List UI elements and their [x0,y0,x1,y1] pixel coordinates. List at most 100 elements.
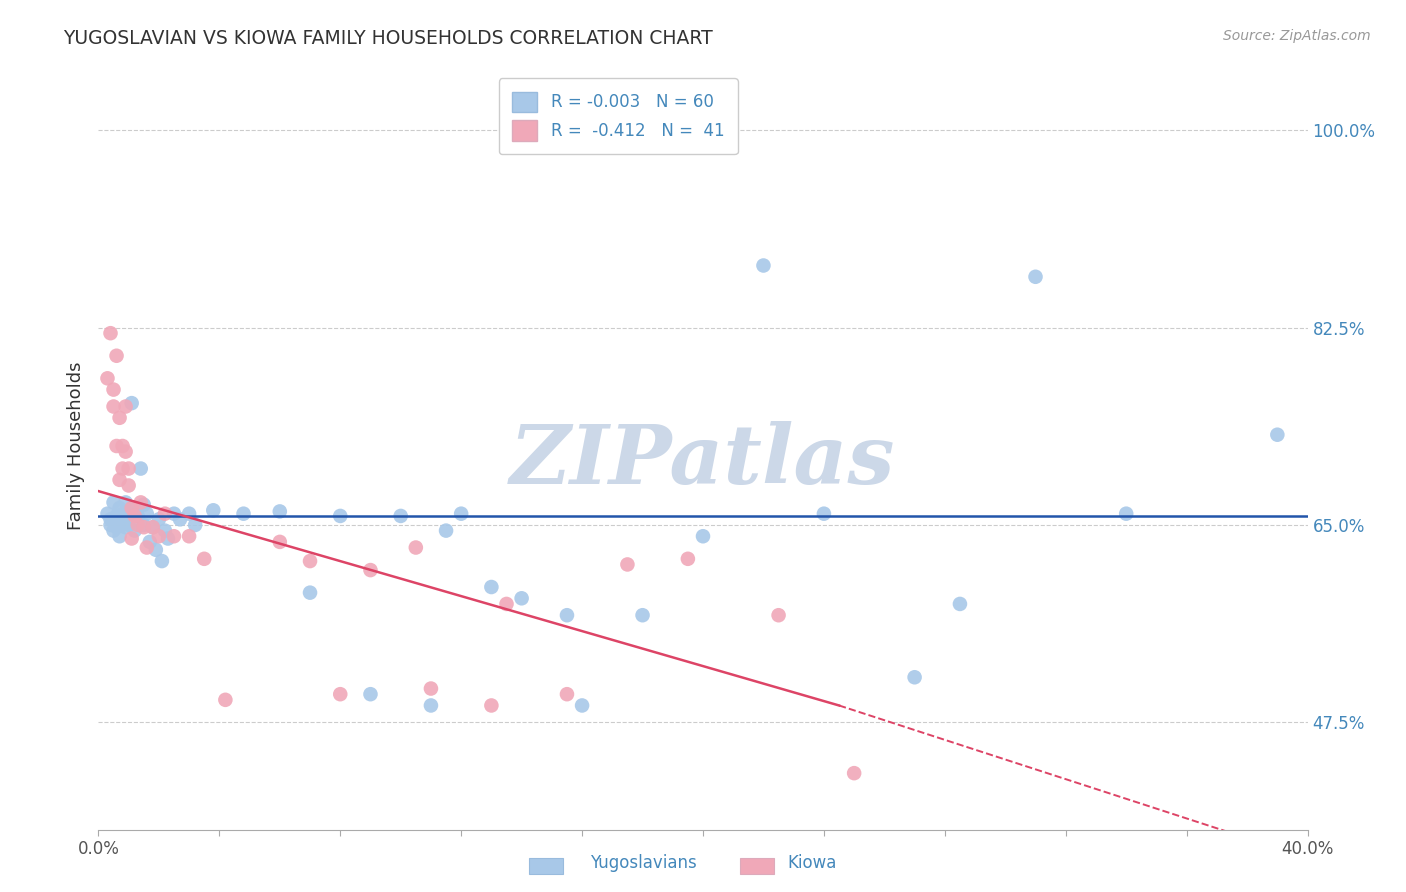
Point [105,508,128,523]
Point [813,507,835,521]
Point [108,529,131,543]
Point [111,512,134,526]
Y-axis label: Family Households: Family Households [66,362,84,530]
Point [103,512,125,526]
Point [135,507,157,521]
Point [135,541,157,555]
Point [103,383,125,397]
Point [616,558,638,572]
Point [360,687,382,701]
Point [631,608,654,623]
Point [163,507,186,521]
Point [124,524,146,538]
Point [329,508,352,523]
Point [148,512,170,526]
Point [111,507,134,521]
Point [124,507,146,521]
Point [153,524,176,538]
Point [103,400,125,414]
Point [129,461,152,475]
Point [114,444,136,458]
Point [420,698,443,713]
Point [111,439,134,453]
Point [121,396,143,410]
Point [108,501,131,516]
Point [214,693,236,707]
Point [142,520,165,534]
Text: Kiowa: Kiowa [787,855,837,872]
Point [121,532,143,546]
Point [510,591,533,606]
Text: YUGOSLAVIAN VS KIOWA FAMILY HOUSEHOLDS CORRELATION CHART: YUGOSLAVIAN VS KIOWA FAMILY HOUSEHOLDS C… [63,29,713,47]
Point [202,503,225,517]
Point [692,529,714,543]
Text: Source: ZipAtlas.com: Source: ZipAtlas.com [1223,29,1371,43]
Point [163,529,186,543]
Point [121,501,143,516]
Point [114,495,136,509]
Point [405,541,427,555]
Point [150,554,173,568]
Legend: R = -0.003   N = 60, R =  -0.412   N =  41: R = -0.003 N = 60, R = -0.412 N = 41 [499,78,738,154]
Point [676,551,699,566]
Point [232,507,254,521]
Point [100,518,122,533]
Point [118,518,141,533]
Point [481,698,503,713]
Point [108,518,131,533]
Point [139,534,162,549]
Point [145,542,167,557]
Point [100,326,122,341]
Point [153,507,176,521]
Point [121,501,143,516]
Point [1267,427,1289,442]
Point [184,518,207,533]
Point [420,681,443,696]
Point [389,508,412,523]
Point [96,507,118,521]
Point [118,461,141,475]
Point [100,512,122,526]
Point [124,508,146,523]
Point [179,507,201,521]
Point [434,524,457,538]
Point [299,585,322,599]
Point [768,608,790,623]
Point [129,495,152,509]
Point [360,563,382,577]
Point [752,259,775,273]
Point [132,498,155,512]
Point [114,400,136,414]
Point [132,520,155,534]
Point [193,551,215,566]
Point [555,687,578,701]
Point [269,534,291,549]
Point [127,518,149,533]
Point [156,532,179,546]
Point [450,507,472,521]
Point [103,495,125,509]
Point [299,554,322,568]
Point [142,520,165,534]
Point [1024,269,1046,284]
Point [949,597,972,611]
Point [1115,507,1137,521]
Point [111,461,134,475]
Point [108,473,131,487]
Point [329,687,352,701]
Point [127,508,149,523]
Point [269,504,291,518]
Point [105,349,128,363]
Point [904,670,927,684]
Text: ZIPatlas: ZIPatlas [510,421,896,501]
Point [555,608,578,623]
Point [481,580,503,594]
Point [105,520,128,534]
Point [118,478,141,492]
Point [844,766,866,780]
Point [108,410,131,425]
Point [96,371,118,385]
Point [105,439,128,453]
FancyBboxPatch shape [740,858,773,874]
FancyBboxPatch shape [529,858,562,874]
